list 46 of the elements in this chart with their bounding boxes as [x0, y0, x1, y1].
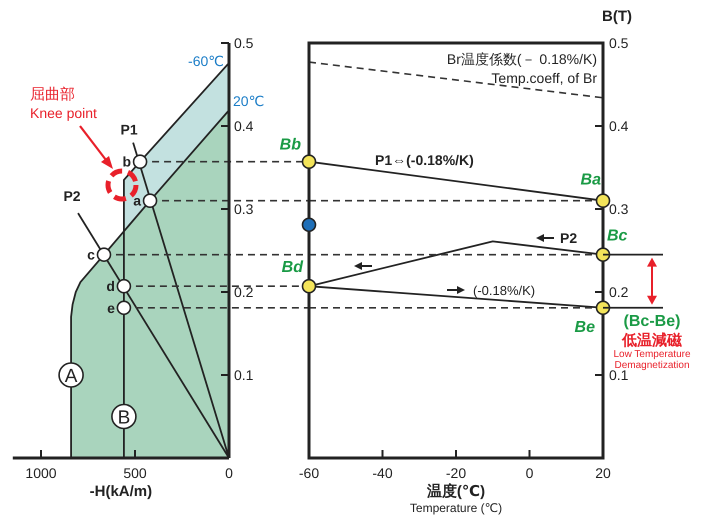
annotation: Ba	[580, 172, 602, 189]
y-tick-label: 0.4	[234, 118, 254, 134]
y-tick-label: 0.2	[234, 284, 254, 300]
y-tick-label: 0.5	[609, 35, 629, 51]
annotation: Temp.coeff, of Br	[491, 70, 598, 86]
x-tick-label: 0	[225, 465, 234, 481]
x-tick-label: -60	[298, 465, 320, 481]
annotation: Be	[574, 318, 596, 336]
x-tick-label: 1000	[25, 465, 57, 481]
annotation: Bd	[282, 259, 304, 276]
series-label: 20℃	[233, 93, 264, 110]
y-tick-label: 0.4	[609, 118, 629, 134]
annotation: d	[106, 278, 115, 294]
annotation: Br温度係数(－ 0.18%/K)	[446, 51, 597, 67]
annotation: Bb	[280, 136, 302, 154]
annotation: 屈曲部	[30, 86, 75, 103]
annotation: a	[133, 192, 142, 209]
text: (Bc-Be)	[624, 313, 680, 330]
x-tick-label: 500	[123, 465, 147, 481]
x-axis-title: -H(kA/m)	[90, 483, 152, 500]
annotation: Knee point	[30, 105, 98, 121]
y-tick-label: 0.2	[609, 284, 629, 300]
annotation: Bc	[607, 228, 628, 245]
annotation: B	[118, 408, 130, 428]
annotation: A	[64, 366, 78, 387]
x-tick-label: 0	[526, 465, 534, 481]
x-tick-label: 20	[595, 465, 611, 481]
annotation: (-0.18%/K)	[473, 283, 536, 298]
annotation: P2	[560, 230, 578, 246]
annotation: P2	[63, 188, 81, 204]
legend-label: -60℃	[188, 52, 224, 69]
annotation: b	[122, 154, 132, 170]
annotation: P1⇔(-0.18%/K)	[375, 152, 474, 168]
x-axis-title: 温度(℃) Temperature (℃)	[410, 482, 502, 515]
x-tick-label: -40	[372, 465, 393, 481]
text: Low Temperature	[613, 349, 691, 360]
x-tick-label: -20	[446, 465, 466, 481]
y-tick-label: 0.1	[234, 367, 254, 383]
annotation: e	[107, 300, 116, 316]
y-tick-label: 0.3	[609, 201, 629, 217]
y-tick-label: 0.5	[234, 35, 254, 51]
text: 低温減磁	[621, 332, 682, 349]
annotation: P1	[120, 122, 138, 138]
y-tick-label: 0.3	[234, 201, 254, 217]
y-axis-title: B(T)	[602, 8, 632, 25]
annotation: c	[87, 246, 96, 263]
